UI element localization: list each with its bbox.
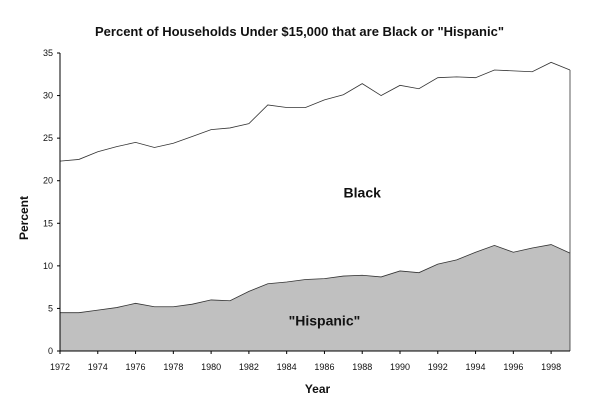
x-tick-label: 1978 — [163, 362, 183, 372]
chart-title: Percent of Households Under $15,000 that… — [95, 24, 504, 39]
y-tick-label: 5 — [48, 303, 53, 313]
y-tick-label: 35 — [43, 48, 53, 58]
y-tick-label: 0 — [48, 346, 53, 356]
x-tick-label: 1998 — [541, 362, 561, 372]
black-series-line — [59, 61, 571, 162]
hispanic-series-line — [60, 244, 571, 314]
x-tick-label: 1982 — [239, 362, 259, 372]
x-tick-label: 1976 — [126, 362, 146, 372]
x-tick-label: 1994 — [466, 362, 486, 372]
x-tick-label: 1992 — [428, 362, 448, 372]
y-tick-label: 10 — [43, 261, 53, 271]
y-tick-label: 25 — [43, 133, 53, 143]
hispanic-area — [60, 244, 570, 351]
x-tick-label: 1974 — [88, 362, 108, 372]
black-area — [60, 62, 570, 313]
x-axis-label: Year — [304, 382, 331, 396]
x-tick-label: 1984 — [277, 362, 297, 372]
x-tick-label: 1988 — [352, 362, 372, 372]
hispanic-area-label: "Hispanic" — [289, 312, 361, 328]
y-tick-label: 15 — [43, 218, 53, 228]
x-tick-label: 1972 — [50, 362, 70, 372]
x-tick-label: 1996 — [503, 362, 523, 372]
x-tick-label: 1980 — [201, 362, 221, 372]
black-area-label: Black — [344, 185, 382, 201]
y-tick-label: 30 — [43, 91, 53, 101]
y-tick-label: 20 — [43, 176, 53, 186]
x-tick-label: 1990 — [390, 362, 410, 372]
x-tick-label: 1986 — [314, 362, 334, 372]
